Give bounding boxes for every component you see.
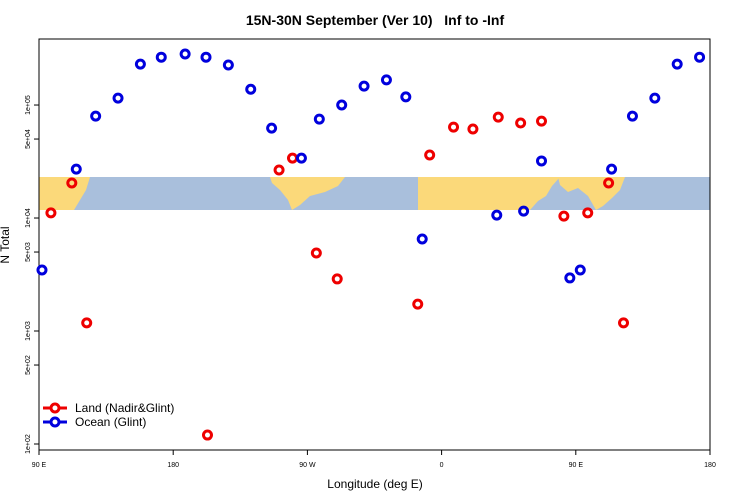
data-point xyxy=(558,210,570,222)
data-point xyxy=(492,111,504,123)
data-point xyxy=(66,177,78,189)
data-point xyxy=(45,207,57,219)
data-point xyxy=(81,317,93,329)
data-point xyxy=(412,298,424,310)
data-point xyxy=(134,58,146,70)
data-point xyxy=(331,273,343,285)
data-point xyxy=(582,207,594,219)
y-tick-label: 1e+04 xyxy=(25,208,32,228)
legend-label: Ocean (Glint) xyxy=(75,415,146,429)
x-axis-label: Longitude (deg E) xyxy=(327,477,422,491)
x-tick-label: 0 xyxy=(440,462,444,469)
data-point xyxy=(310,247,322,259)
data-point xyxy=(536,155,548,167)
data-point xyxy=(536,115,548,127)
data-point xyxy=(70,163,82,175)
data-point xyxy=(618,317,630,329)
data-point xyxy=(36,264,48,276)
y-tick-label: 5e+02 xyxy=(25,355,32,375)
data-point xyxy=(564,272,576,284)
data-point xyxy=(448,121,460,133)
plot-frame xyxy=(38,38,711,451)
y-tick-label: 5e+04 xyxy=(25,129,32,149)
data-point xyxy=(245,83,257,95)
data-point xyxy=(112,92,124,104)
y-tick-label: 1e+02 xyxy=(25,434,32,454)
data-point xyxy=(155,51,167,63)
legend-marker xyxy=(49,402,61,414)
data-point xyxy=(649,92,661,104)
data-point xyxy=(424,149,436,161)
data-point xyxy=(416,233,428,245)
data-point xyxy=(313,113,325,125)
chart-title: 15N-30N September (Ver 10) Inf to -Inf xyxy=(246,12,505,28)
x-tick-label: 90 W xyxy=(299,462,316,469)
x-tick-label: 90 E xyxy=(32,462,47,469)
data-point xyxy=(295,152,307,164)
data-point xyxy=(336,99,348,111)
data-point xyxy=(694,51,706,63)
data-point xyxy=(467,123,479,135)
map-strip xyxy=(39,177,710,210)
data-point xyxy=(266,122,278,134)
data-point xyxy=(201,429,213,441)
data-point xyxy=(606,163,618,175)
y-tick-label: 1e+03 xyxy=(25,321,32,341)
data-point xyxy=(286,152,298,164)
data-point xyxy=(603,177,615,189)
data-point xyxy=(358,80,370,92)
y-tick-label: 5e+03 xyxy=(25,242,32,262)
data-point xyxy=(200,51,212,63)
data-point xyxy=(491,209,503,221)
data-point xyxy=(273,164,285,176)
x-tick-label: 180 xyxy=(704,462,716,469)
y-axis-label: N Total xyxy=(0,226,12,263)
data-point xyxy=(518,205,530,217)
data-point xyxy=(671,58,683,70)
data-point xyxy=(90,110,102,122)
data-point xyxy=(222,59,234,71)
data-point xyxy=(515,117,527,129)
data-point xyxy=(380,74,392,86)
data-point xyxy=(626,110,638,122)
data-point xyxy=(179,48,191,60)
legend-marker xyxy=(49,416,61,428)
x-tick-label: 90 E xyxy=(569,462,584,469)
data-point xyxy=(400,91,412,103)
x-tick-label: 180 xyxy=(167,462,179,469)
legend-label: Land (Nadir&Glint) xyxy=(75,401,174,415)
data-point xyxy=(574,264,586,276)
y-tick-label: 1e+05 xyxy=(25,95,32,115)
